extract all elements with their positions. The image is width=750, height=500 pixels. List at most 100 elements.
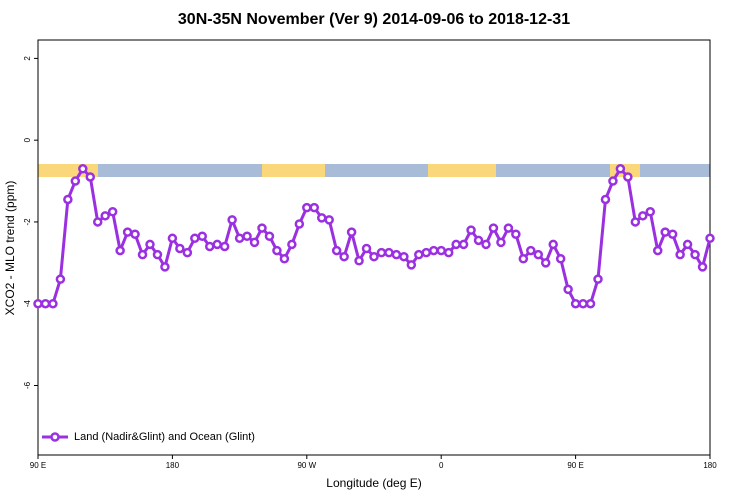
plot-frame bbox=[37, 39, 711, 456]
y-tick-label: 2 bbox=[23, 56, 32, 61]
data-point bbox=[85, 172, 96, 182]
data-point bbox=[526, 245, 536, 256]
data-point bbox=[182, 247, 193, 258]
data-point bbox=[466, 225, 476, 235]
y-axis-label: XCO2 - MLO trend (ppm) bbox=[3, 181, 17, 316]
x-tick-label: 90 W bbox=[297, 461, 316, 470]
data-point bbox=[100, 211, 110, 221]
data-point bbox=[630, 217, 641, 227]
data-point bbox=[518, 253, 529, 264]
data-point bbox=[160, 262, 170, 272]
data-point bbox=[78, 164, 88, 174]
data-point bbox=[623, 172, 633, 182]
data-point bbox=[324, 215, 334, 225]
data-point bbox=[234, 233, 245, 244]
data-point bbox=[645, 206, 656, 217]
data-point bbox=[451, 239, 461, 250]
data-point bbox=[70, 176, 81, 186]
data-point bbox=[376, 247, 387, 258]
x-tick-label: 0 bbox=[439, 461, 444, 470]
legend-marker bbox=[50, 432, 60, 442]
data-point bbox=[593, 274, 603, 284]
data-point bbox=[608, 176, 618, 186]
surface-band bbox=[38, 164, 710, 177]
data-point bbox=[212, 239, 222, 250]
data-point bbox=[705, 233, 715, 244]
data-point bbox=[384, 247, 394, 258]
data-point bbox=[175, 243, 185, 254]
data-point bbox=[682, 239, 693, 250]
data-point bbox=[585, 298, 596, 309]
x-tick-label: 90 E bbox=[567, 461, 583, 470]
data-point bbox=[63, 194, 73, 205]
data-point bbox=[361, 243, 372, 254]
legend-label: Land (Nadir&Glint) and Ocean (Glint) bbox=[74, 431, 255, 443]
data-point bbox=[354, 256, 364, 266]
data-point bbox=[443, 247, 454, 258]
data-point bbox=[264, 231, 275, 242]
data-point bbox=[257, 223, 267, 233]
x-tick-label: 180 bbox=[166, 461, 180, 470]
data-point bbox=[302, 202, 312, 213]
data-point bbox=[667, 229, 678, 239]
data-point bbox=[316, 213, 327, 223]
data-point bbox=[391, 249, 402, 260]
data-point bbox=[122, 227, 133, 237]
data-point bbox=[346, 227, 357, 237]
data-point bbox=[92, 217, 103, 227]
y-tick-label: -6 bbox=[23, 381, 32, 389]
data-point bbox=[167, 233, 178, 244]
y-tick-label: -2 bbox=[23, 218, 32, 226]
data-point bbox=[511, 229, 521, 239]
y-tick-label: 0 bbox=[23, 137, 32, 142]
data-point bbox=[399, 251, 409, 262]
data-point bbox=[294, 219, 305, 229]
data-point bbox=[369, 251, 379, 262]
data-point bbox=[615, 164, 626, 174]
data-point bbox=[204, 241, 215, 252]
data-point bbox=[600, 194, 611, 205]
data-point bbox=[496, 237, 506, 248]
data-point bbox=[406, 260, 417, 270]
chart-title: 30N-35N November (Ver 9) 2014-09-06 to 2… bbox=[178, 11, 570, 28]
data-point bbox=[548, 239, 558, 250]
data-point bbox=[563, 284, 573, 295]
data-point bbox=[279, 253, 290, 264]
data-point bbox=[40, 298, 51, 309]
data-point bbox=[503, 223, 514, 233]
data-point bbox=[339, 251, 349, 262]
data-point bbox=[107, 206, 118, 217]
data-point bbox=[570, 298, 581, 309]
data-point bbox=[115, 245, 125, 256]
data-point bbox=[287, 239, 297, 250]
data-point bbox=[242, 231, 252, 242]
data-point bbox=[33, 298, 43, 309]
data-point bbox=[473, 235, 484, 246]
data-point bbox=[428, 245, 439, 256]
data-point bbox=[652, 245, 663, 256]
data-point bbox=[152, 249, 163, 260]
data-point bbox=[137, 249, 148, 260]
data-point bbox=[190, 233, 200, 244]
data-point bbox=[55, 274, 66, 284]
data-point bbox=[249, 237, 260, 248]
data-point bbox=[219, 241, 230, 252]
data-point bbox=[660, 227, 670, 237]
data-point bbox=[540, 258, 551, 268]
x-tick-label: 90 E bbox=[30, 461, 46, 470]
data-point bbox=[697, 262, 708, 272]
data-point bbox=[331, 245, 342, 256]
y-tick-label: -4 bbox=[23, 300, 32, 308]
data-point bbox=[533, 249, 544, 260]
data-point bbox=[227, 215, 237, 225]
data-point bbox=[481, 239, 491, 250]
data-point bbox=[421, 247, 432, 258]
data-point bbox=[578, 298, 588, 309]
data-point bbox=[48, 298, 58, 309]
data-point bbox=[414, 249, 424, 260]
data-point bbox=[272, 245, 282, 256]
data-point bbox=[197, 231, 208, 242]
data-point bbox=[309, 202, 320, 213]
data-point bbox=[690, 249, 700, 260]
